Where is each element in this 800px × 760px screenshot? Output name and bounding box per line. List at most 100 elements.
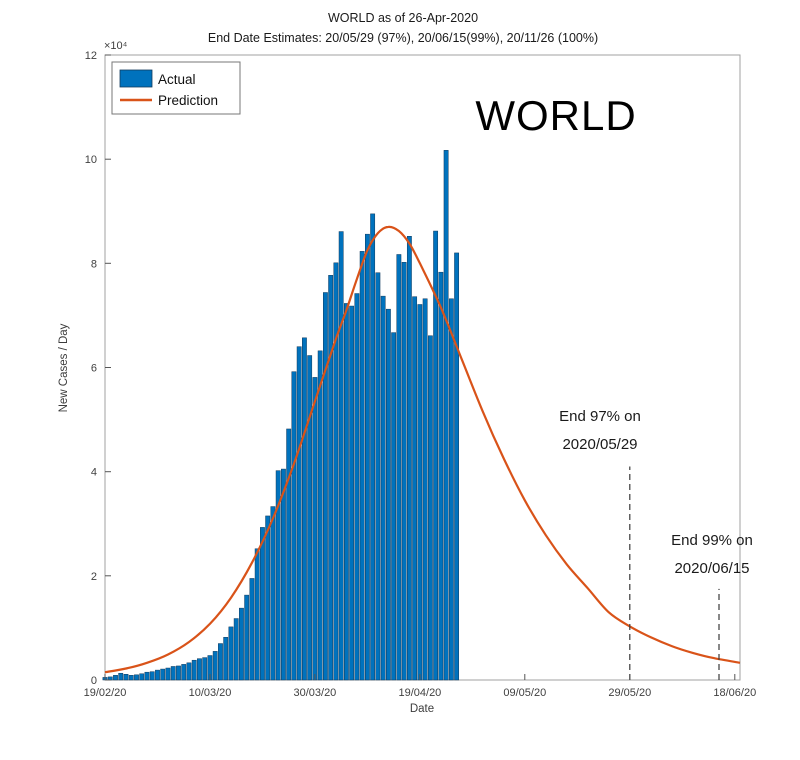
annotation-99: End 99% on 2020/06/15 [671, 532, 753, 577]
y-axis-multiplier: ×10⁴ [104, 40, 128, 52]
actual-bar [359, 251, 365, 681]
y-axis-label: New Cases / Day [58, 323, 70, 412]
actual-bar [144, 671, 150, 681]
actual-bar [380, 295, 386, 681]
annotation-99-line2: 2020/06/15 [674, 560, 749, 577]
x-tick-label: 30/03/20 [293, 687, 336, 699]
actual-bar [239, 607, 244, 681]
actual-bar [396, 254, 402, 681]
actual-bar [307, 355, 313, 681]
actual-bar [286, 428, 292, 681]
y-tick-label: 6 [91, 363, 97, 375]
actual-bar [296, 346, 302, 681]
actual-bar [160, 668, 166, 681]
actual-bar [344, 303, 349, 681]
actual-bar [349, 305, 355, 681]
actual-bar [176, 665, 181, 681]
actual-bar [427, 335, 433, 681]
actual-bar [275, 470, 281, 681]
actual-bar [354, 293, 360, 681]
legend-actual-label: Actual [158, 72, 196, 87]
actual-bar [370, 213, 376, 681]
plot-region-label: WORLD [475, 92, 636, 139]
actual-bar [270, 506, 276, 681]
actual-bar [260, 527, 265, 681]
actual-bar [422, 298, 428, 681]
actual-bar [134, 674, 139, 681]
annotation-97-line2: 2020/05/29 [562, 436, 637, 453]
actual-bar [338, 231, 344, 681]
ticks-layer: 19/02/20 10/03/20 30/03/20 19/04/20 09/05/20… [84, 50, 757, 699]
actual-bar [197, 658, 202, 681]
actual-bar [454, 252, 460, 681]
actual-bar [317, 350, 323, 681]
actual-bar [128, 675, 134, 681]
actual-bar [375, 272, 381, 681]
annotation-97-line1: End 97% on [559, 408, 641, 425]
annotation-99-line1: End 99% on [671, 532, 753, 549]
actual-bar [323, 292, 328, 681]
actual-bar [170, 666, 176, 681]
y-tick-label: 4 [91, 467, 97, 479]
actual-bar [328, 275, 334, 681]
y-tick-label: 0 [91, 675, 97, 687]
actual-bar [181, 664, 187, 681]
actual-bar [406, 236, 412, 681]
actual-bar [139, 673, 145, 681]
actual-bar [365, 233, 370, 681]
actual-bar [202, 657, 208, 681]
x-tick-label: 18/06/20 [713, 687, 756, 699]
chart-title: WORLD as of 26-Apr-2020 [328, 11, 478, 25]
actual-bar [249, 578, 255, 681]
actual-bar [191, 659, 197, 681]
chart-subtitle: End Date Estimates: 20/05/29 (97%), 20/0… [208, 31, 598, 45]
x-tick-label: 29/05/20 [608, 687, 651, 699]
actual-bar [118, 672, 124, 681]
legend-actual-swatch [119, 69, 153, 88]
y-tick-label: 12 [85, 50, 97, 62]
actual-bar [302, 337, 307, 681]
actual-bar [218, 643, 223, 681]
actual-bar [155, 669, 160, 681]
actual-bar [244, 594, 250, 681]
actual-bar [281, 468, 286, 681]
actual-bar [123, 674, 129, 681]
actual-bar [433, 230, 439, 681]
x-tick-label: 19/04/20 [398, 687, 441, 699]
actual-bar [401, 262, 407, 681]
annotation-lines-layer [629, 466, 720, 680]
y-tick-label: 10 [85, 154, 97, 166]
y-tick-label: 8 [91, 258, 97, 270]
actual-bar [417, 304, 423, 681]
actual-bar [186, 662, 192, 681]
actual-bar [412, 296, 418, 681]
actual-bar [291, 371, 297, 681]
actual-bar [113, 675, 118, 681]
actual-bar [228, 626, 234, 681]
actual-bar [254, 548, 260, 681]
actual-bar [333, 262, 339, 681]
actual-bar [212, 651, 218, 681]
bars-layer [102, 150, 460, 681]
legend-prediction-label: Prediction [158, 93, 218, 108]
actual-bar [438, 271, 444, 681]
actual-bar [385, 308, 391, 681]
actual-bar [265, 515, 271, 681]
x-axis-label: Date [410, 703, 434, 715]
x-tick-label: 09/05/20 [503, 687, 546, 699]
actual-bar [233, 618, 239, 681]
prediction-curve [104, 225, 741, 674]
actual-bar [149, 671, 155, 681]
actual-bar [443, 150, 449, 681]
x-tick-label: 10/03/20 [189, 687, 232, 699]
y-tick-label: 2 [91, 571, 97, 583]
actual-bar [448, 298, 454, 681]
actual-bar [312, 377, 318, 681]
actual-bar [223, 637, 229, 681]
actual-bar [391, 332, 397, 681]
actual-bar [165, 667, 171, 681]
annotation-97: End 97% on 2020/05/29 [559, 408, 641, 453]
prediction-line-layer [104, 225, 741, 674]
plot-box [104, 54, 741, 681]
